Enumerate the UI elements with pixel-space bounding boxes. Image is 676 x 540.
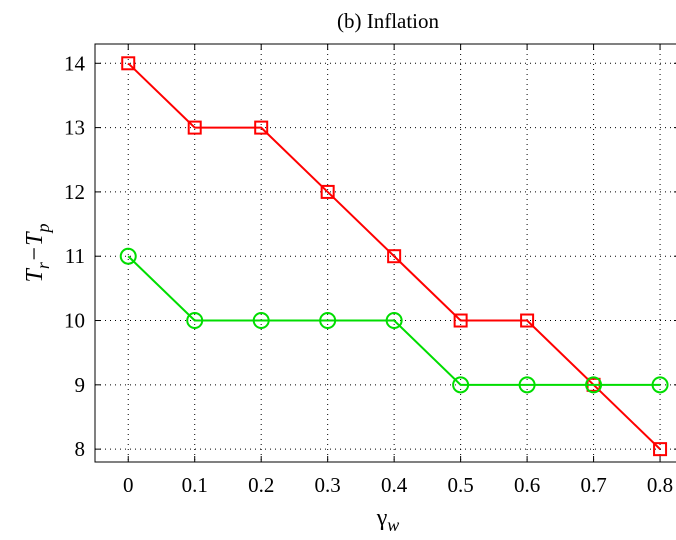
- x-tick-labels: 0 0.1 0.2 0.3 0.4 0.5 0.6 0.7 0.8: [123, 473, 673, 497]
- square-marker: [387, 249, 402, 264]
- chart-title: (b) Inflation: [337, 9, 440, 33]
- circle-marker: [119, 247, 137, 265]
- y-axis-label-part-2: r: [33, 261, 53, 269]
- y-tick-label: 10: [64, 309, 85, 333]
- x-axis-label-main: γ: [376, 505, 388, 531]
- x-axis-label: γw: [376, 505, 400, 535]
- square-marker: [453, 313, 468, 328]
- y-axis-label: Tr−Tp: [22, 224, 53, 283]
- plot-frame: [94, 43, 676, 463]
- square-marker: [520, 313, 535, 328]
- x-tick-label: 0.7: [580, 473, 606, 497]
- y-axis-label-part-4: p: [33, 224, 53, 235]
- circle-marker: [452, 376, 470, 394]
- y-tick-label: 9: [75, 373, 86, 397]
- x-tick-label: 0: [123, 473, 134, 497]
- series-2: [119, 247, 669, 394]
- x-axis-label-sub: w: [387, 515, 399, 535]
- series-line: [127, 255, 661, 386]
- x-tick-label: 0.6: [514, 473, 540, 497]
- circle-marker: [651, 376, 669, 394]
- grid-lines: [95, 44, 676, 462]
- circle-marker: [319, 312, 337, 330]
- square-marker: [121, 56, 136, 71]
- series-1: [121, 56, 668, 457]
- y-axis-label-part-1: T: [22, 267, 48, 282]
- y-tick-labels: 8 9 10 11 12 13 14: [64, 51, 86, 461]
- x-tick-label: 0.1: [182, 473, 208, 497]
- y-tick-label: 8: [75, 437, 86, 461]
- y-tick-label: 13: [64, 116, 85, 140]
- circle-marker: [252, 312, 270, 330]
- series-line: [127, 62, 661, 450]
- circle-marker: [186, 312, 204, 330]
- square-marker: [187, 120, 202, 135]
- y-tick-label: 14: [64, 51, 86, 75]
- x-tick-label: 0.4: [381, 473, 408, 497]
- x-tick-label: 0.3: [315, 473, 341, 497]
- x-tick-label: 0.8: [647, 473, 673, 497]
- series-layer: [119, 56, 669, 457]
- circle-marker: [518, 376, 536, 394]
- y-tick-label: 11: [65, 244, 85, 268]
- x-tick-label: 0.5: [448, 473, 474, 497]
- square-marker: [653, 442, 668, 457]
- square-marker: [320, 184, 335, 199]
- y-tick-label: 12: [64, 180, 85, 204]
- circle-marker: [585, 376, 603, 394]
- axis-ticks: [95, 44, 676, 462]
- circle-marker: [385, 312, 403, 330]
- y-axis-label-part-3: −T: [22, 231, 48, 262]
- square-marker: [254, 120, 269, 135]
- x-tick-label: 0.2: [248, 473, 274, 497]
